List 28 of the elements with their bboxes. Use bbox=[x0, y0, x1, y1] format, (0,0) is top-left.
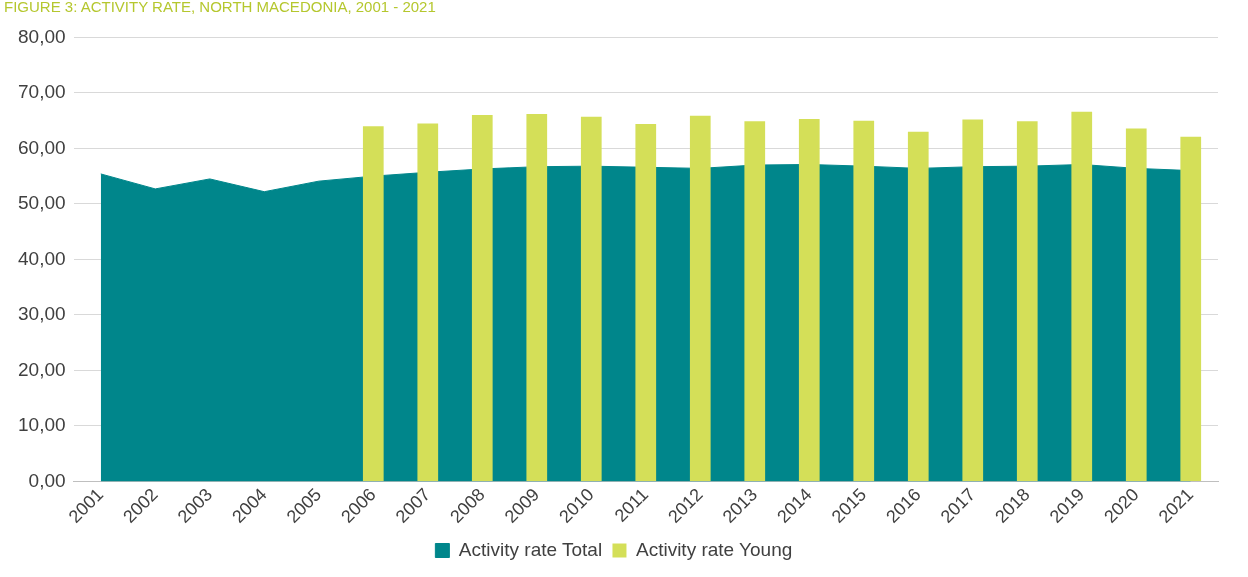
bar bbox=[744, 121, 766, 481]
bar bbox=[1180, 136, 1202, 481]
y-tick-label: 20,00 bbox=[18, 358, 66, 380]
chart-title: FIGURE 3: ACTIVITY RATE, NORTH MACEDONIA, 2001 - 2021 bbox=[3, 0, 437, 17]
bar bbox=[1125, 128, 1147, 481]
bar bbox=[689, 115, 711, 481]
y-tick-label: 70,00 bbox=[18, 81, 66, 103]
bar bbox=[417, 123, 439, 481]
legend-label: Activity rate Total bbox=[458, 538, 603, 560]
y-tick-label: 0,00 bbox=[28, 469, 66, 491]
y-tick-label: 50,00 bbox=[18, 192, 66, 214]
y-tick-label: 80,00 bbox=[18, 25, 66, 47]
legend-label: Activity rate Young bbox=[635, 538, 793, 560]
bar bbox=[907, 131, 929, 481]
bar bbox=[635, 123, 657, 481]
bar bbox=[471, 115, 493, 481]
bar bbox=[362, 126, 384, 481]
bar bbox=[1016, 121, 1038, 481]
y-tick-label: 40,00 bbox=[18, 247, 66, 269]
bar bbox=[962, 119, 984, 481]
bar bbox=[853, 120, 875, 481]
y-tick-label: 10,00 bbox=[18, 414, 66, 436]
bar bbox=[1071, 111, 1093, 481]
bar bbox=[798, 118, 820, 481]
y-tick-label: 60,00 bbox=[18, 136, 66, 158]
y-tick-label: 30,00 bbox=[18, 303, 66, 325]
bar bbox=[526, 113, 548, 481]
bar bbox=[580, 116, 602, 481]
